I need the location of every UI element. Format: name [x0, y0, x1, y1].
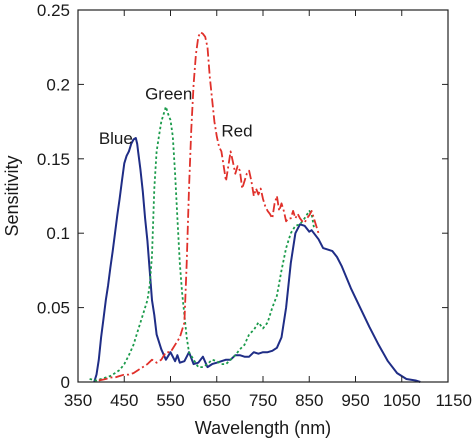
- x-tick-label: 450: [110, 391, 138, 410]
- y-tick-label: 0: [61, 373, 70, 392]
- y-tick-label: 0.2: [46, 75, 70, 94]
- y-axis-title: Sensitivity: [2, 155, 22, 236]
- series-label-red: Red: [221, 121, 252, 140]
- y-tick-label: 0.25: [37, 1, 70, 20]
- x-tick-label: 350: [64, 391, 92, 410]
- y-tick-label: 0.15: [37, 150, 70, 169]
- series-layer: [89, 31, 421, 383]
- y-tick-label: 0.1: [46, 224, 70, 243]
- x-tick-label: 850: [295, 391, 323, 410]
- series-label-green: Green: [145, 84, 192, 103]
- series-label-blue: Blue: [99, 129, 133, 148]
- y-tick-label: 0.05: [37, 299, 70, 318]
- x-tick-label: 650: [203, 391, 231, 410]
- series-line-green: [89, 105, 315, 382]
- x-tick-label: 1150: [435, 391, 472, 410]
- tick-layer: 350 450 550 650 750 850 950 1050 1150 0 0.05 0.1 0.1…: [37, 1, 472, 410]
- series-line-blue: [93, 137, 421, 383]
- x-axis-title: Wavelength (nm): [195, 418, 331, 438]
- x-tick-label: 1050: [383, 391, 421, 410]
- series-label-layer: Blue Green Red: [99, 84, 253, 148]
- x-tick-label: 950: [341, 391, 369, 410]
- x-tick-label: 550: [156, 391, 184, 410]
- series-line-red: [98, 31, 320, 382]
- x-tick-label: 750: [249, 391, 277, 410]
